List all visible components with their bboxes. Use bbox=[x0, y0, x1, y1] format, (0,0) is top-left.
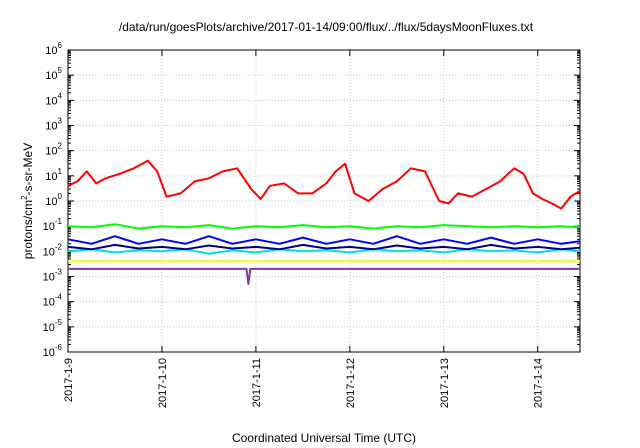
y-tick-label: 104 bbox=[45, 91, 62, 107]
x-tick-label: 2017-1-13 bbox=[439, 358, 451, 408]
y-tick-base: 10 bbox=[43, 221, 55, 233]
x-tick-label: 2017-1-14 bbox=[533, 358, 545, 408]
series-line-7 bbox=[68, 267, 580, 286]
y-tick-exponent: 5 bbox=[58, 66, 63, 75]
y-tick-label: 100 bbox=[45, 192, 62, 208]
y-tick-base: 10 bbox=[43, 297, 55, 309]
y-tick-label: 105 bbox=[45, 66, 62, 82]
y-tick-base: 10 bbox=[45, 70, 57, 82]
y-tick-exponent: 1 bbox=[58, 167, 63, 176]
y-tick-exponent: 0 bbox=[58, 192, 63, 201]
y-tick-exponent: -5 bbox=[55, 318, 63, 327]
x-axis-ticks: 2017-1-9 2017-1-10 2017-1-11 2017-1-12 2017-… bbox=[63, 50, 545, 408]
y-tick-label: 10-2 bbox=[43, 242, 63, 258]
y-axis-label: protons/cm2-s-sr-MeV bbox=[20, 143, 35, 259]
y-tick-exponent: 6 bbox=[58, 41, 63, 50]
series-line-2 bbox=[67, 223, 581, 230]
grid bbox=[68, 50, 580, 352]
y-tick-base: 10 bbox=[45, 196, 57, 208]
y-tick-base: 10 bbox=[45, 45, 57, 57]
x-tick-label: 2017-1-12 bbox=[345, 358, 357, 408]
x-tick-label: 2017-1-11 bbox=[251, 358, 263, 407]
y-tick-label: 102 bbox=[45, 142, 62, 158]
y-tick-base: 10 bbox=[45, 121, 57, 133]
y-tick-base: 10 bbox=[43, 322, 55, 334]
y-tick-label: 101 bbox=[45, 167, 62, 183]
x-tick-label: 2017-1-9 bbox=[63, 358, 75, 402]
y-tick-label: 10-5 bbox=[43, 318, 63, 334]
y-tick-exponent: -4 bbox=[55, 293, 63, 302]
y-tick-base: 10 bbox=[43, 347, 55, 359]
x-axis-label: Coordinated Universal Time (UTC) bbox=[232, 431, 416, 445]
series-line-1 bbox=[67, 159, 581, 210]
y-tick-exponent: 4 bbox=[58, 91, 63, 100]
y-tick-exponent: -6 bbox=[55, 343, 63, 352]
chart-title: /data/run/goesPlots/archive/2017-01-14/0… bbox=[119, 20, 534, 34]
y-tick-base: 10 bbox=[43, 272, 55, 284]
y-tick-label: 10-3 bbox=[43, 268, 63, 284]
series-line-4 bbox=[67, 235, 581, 245]
series-group bbox=[67, 159, 581, 286]
y-tick-base: 10 bbox=[45, 171, 57, 183]
y-tick-label: 10-1 bbox=[43, 217, 63, 233]
y-tick-label: 10-4 bbox=[43, 293, 63, 309]
y-axis-ticks: 10-610-510-410-310-210-11001011021031041… bbox=[43, 41, 580, 359]
y-tick-exponent: -3 bbox=[55, 268, 63, 277]
y-tick-label: 10-6 bbox=[43, 343, 63, 359]
series-line-3 bbox=[67, 248, 581, 255]
y-tick-exponent: -2 bbox=[55, 242, 63, 251]
y-tick-exponent: 3 bbox=[58, 117, 63, 126]
series-line-5 bbox=[67, 243, 581, 251]
y-tick-base: 10 bbox=[45, 95, 57, 107]
y-tick-label: 103 bbox=[45, 117, 62, 133]
x-tick-label: 2017-1-10 bbox=[157, 358, 169, 408]
y-tick-exponent: -1 bbox=[55, 217, 63, 226]
y-tick-label: 106 bbox=[45, 41, 62, 57]
y-tick-base: 10 bbox=[45, 146, 57, 158]
y-tick-base: 10 bbox=[43, 246, 55, 258]
y-tick-exponent: 2 bbox=[58, 142, 63, 151]
